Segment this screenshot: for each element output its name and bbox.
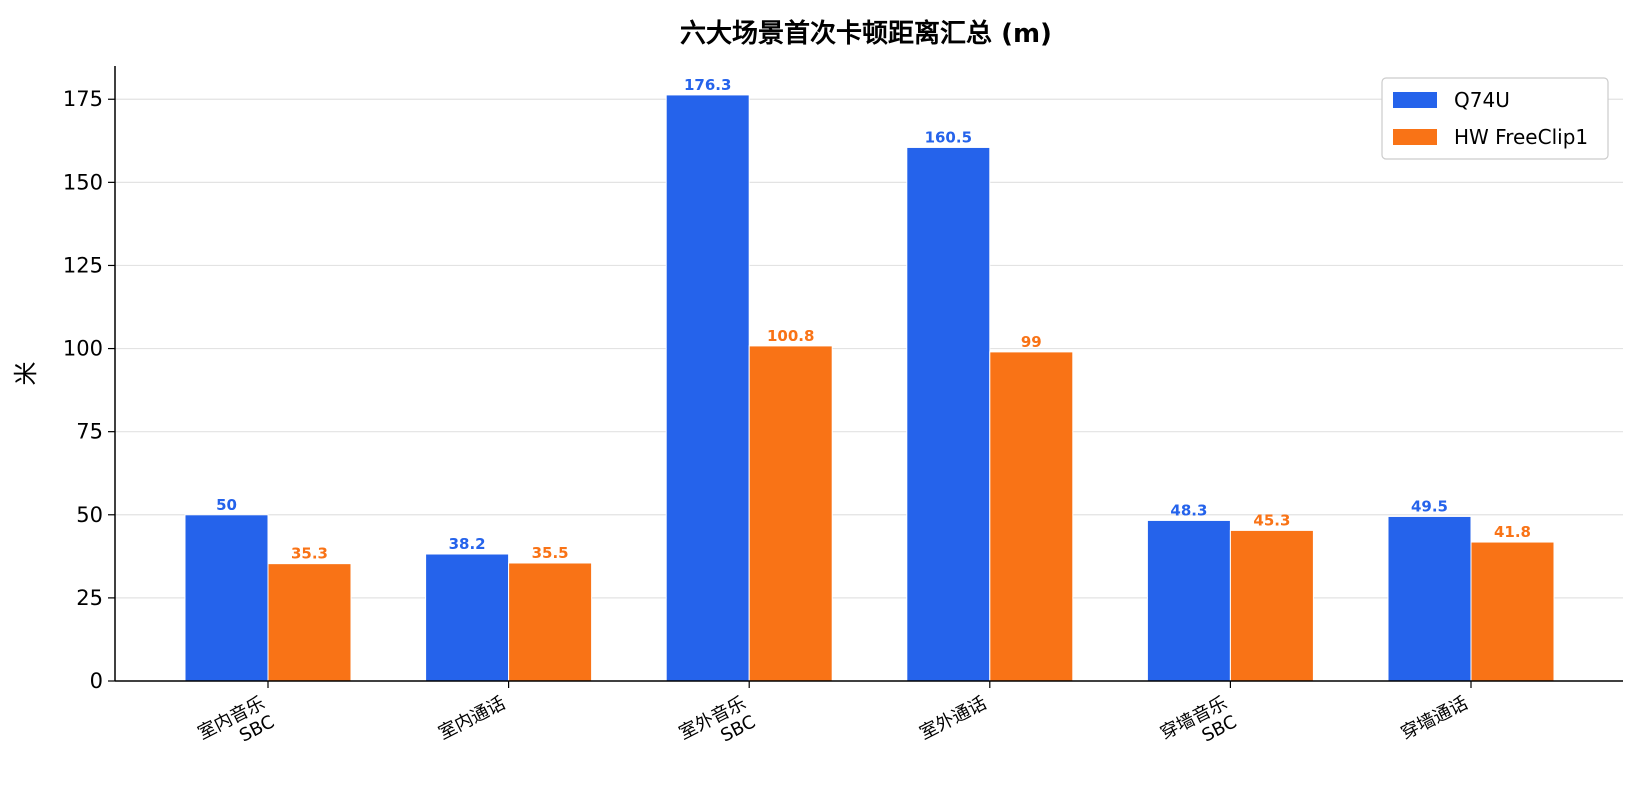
bar-value-label: 160.5 [925,128,972,146]
x-tick-label: 室外通话 [916,693,990,744]
bar-value-label: 49.5 [1411,497,1448,515]
y-tick-label: 125 [63,253,103,277]
y-tick-label: 75 [76,420,103,444]
bar-value-label: 35.5 [532,544,569,562]
bar-value-label: 45.3 [1253,511,1290,529]
bar-q74u [906,146,991,682]
y-tick-label: 25 [76,586,103,610]
bar-q74u [1387,515,1472,682]
bar-value-label: 48.3 [1170,501,1207,519]
bar-q74u [1146,519,1231,682]
bar-hw-freeclip1 [989,351,1074,682]
bar-value-label: 38.2 [449,535,486,553]
bar-value-label: 50 [216,496,237,514]
bar-hw-freeclip1 [748,345,833,682]
y-tick-label: 150 [63,170,103,194]
bar-value-label: 176.3 [684,76,731,94]
y-axis-label: 米 [12,362,40,386]
chart-title: 六大场景首次卡顿距离汇总 (m) [680,18,1052,49]
y-tick-label: 175 [63,87,103,111]
legend-label: Q74U [1454,88,1510,112]
legend-swatch [1393,129,1437,145]
legend-box [1381,77,1609,160]
bars [184,94,1555,682]
bar-value-label: 99 [1021,333,1042,351]
data-labels: 50 38.2 176.3 160.5 48.3 49.5 35.3 35.5 100.8 99 4… [216,76,1531,563]
bar-hw-freeclip1 [1229,529,1314,682]
bar-hw-freeclip1 [267,563,352,682]
bar-value-label: 100.8 [767,327,814,345]
x-tick-label: 室外音乐SBC [676,693,759,763]
bar-hw-freeclip1 [508,562,593,682]
x-tick-label: 穿墙音乐SBC [1157,693,1240,763]
x-tick-label: 室内通话 [435,693,509,744]
bar-value-label: 41.8 [1494,523,1531,541]
bar-hw-freeclip1 [1470,541,1555,682]
bar-value-label: 35.3 [291,545,328,563]
bar-q74u [425,553,510,682]
y-tick-label: 100 [63,337,103,361]
x-tick-label: 室内音乐SBC [195,693,278,763]
y-tick-label: 50 [76,503,103,527]
gridlines [115,98,1623,599]
bar-q74u [184,514,269,682]
x-tick-label: 穿墙通话 [1398,693,1472,744]
y-tick-label: 0 [90,669,103,693]
legend: Q74U HW FreeClip1 [1381,77,1609,160]
legend-swatch [1393,92,1437,108]
bar-q74u [665,94,750,682]
legend-label: HW FreeClip1 [1454,125,1588,149]
